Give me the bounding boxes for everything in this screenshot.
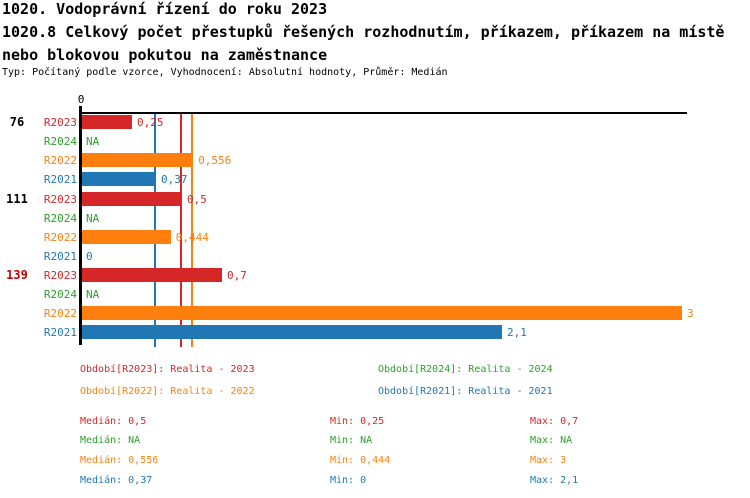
- bar: [82, 229, 171, 244]
- series-label: R2023: [43, 192, 77, 206]
- stat-max: Max: 2,1: [530, 475, 579, 486]
- value-label: 0,444: [175, 230, 209, 244]
- bar: [82, 325, 502, 340]
- series-label: R2021: [43, 326, 77, 340]
- bar: [82, 268, 222, 282]
- bar: [82, 306, 682, 321]
- group-label: 139: [6, 268, 28, 282]
- report-indicator-title: 1020.8 Celkový počet přestupků řešených …: [2, 23, 725, 41]
- value-label: 0,5: [187, 192, 207, 206]
- median-line-r2022: [191, 113, 193, 347]
- zero-tick-label: 0: [77, 93, 85, 106]
- series-label: R2023: [43, 269, 77, 282]
- series-label: R2024: [43, 135, 77, 149]
- bar: [82, 172, 156, 187]
- stat-min: Min: 0,444: [330, 455, 391, 466]
- value-label: 0,25: [137, 116, 164, 129]
- median-line-r2023: [180, 113, 182, 347]
- series-label: R2023: [43, 116, 77, 129]
- stat-max: Max: 3: [530, 455, 567, 466]
- value-label: 0,7: [227, 269, 247, 282]
- value-label: NA: [86, 288, 100, 302]
- report-meta: Typ: Počítaný podle vzorce, Vyhodnocení:…: [2, 67, 448, 78]
- series-label: R2024: [43, 211, 77, 225]
- value-label: NA: [86, 135, 100, 149]
- group-label: 111: [6, 191, 28, 206]
- bar: [82, 115, 132, 129]
- stat-max: Max: NA: [530, 435, 573, 446]
- group-label: 76: [9, 115, 25, 129]
- value-label: 0,37: [161, 173, 188, 187]
- stat-min: Min: 0,25: [330, 416, 385, 427]
- stat-max: Max: 0,7: [530, 416, 579, 427]
- stat-min: Min: 0: [330, 475, 367, 486]
- value-label: 2,1: [507, 326, 527, 340]
- stat-median: Medián: 0,5: [80, 416, 147, 427]
- series-label: R2022: [43, 154, 77, 168]
- bar: [82, 191, 182, 206]
- series-label: R2022: [43, 307, 77, 321]
- y-axis-line: [79, 106, 82, 345]
- legend-item: Období[R2021]: Realita - 2021: [378, 386, 553, 397]
- legend-item: Období[R2024]: Realita - 2024: [378, 364, 553, 375]
- value-label: 3: [687, 307, 694, 321]
- series-label: R2022: [43, 230, 77, 244]
- report-title: 1020. Vodoprávní řízení do roku 2023: [2, 0, 328, 18]
- stat-median: Medián: 0,556: [80, 455, 159, 466]
- report-indicator-title-cont: nebo blokovou pokutou na zaměstnance: [2, 46, 328, 64]
- stat-median: Medián: NA: [80, 435, 141, 446]
- x-axis-line: [79, 112, 687, 114]
- legend-item: Období[R2023]: Realita - 2023: [80, 364, 255, 375]
- value-label: NA: [86, 211, 100, 225]
- value-label: 0,556: [198, 154, 232, 168]
- value-label: 0: [86, 249, 93, 263]
- series-label: R2021: [43, 249, 77, 263]
- stat-median: Medián: 0,37: [80, 475, 153, 486]
- series-label: R2021: [43, 173, 77, 187]
- legend-item: Období[R2022]: Realita - 2022: [80, 386, 255, 397]
- series-label: R2024: [43, 288, 77, 302]
- stat-min: Min: NA: [330, 435, 373, 446]
- bar: [82, 153, 194, 168]
